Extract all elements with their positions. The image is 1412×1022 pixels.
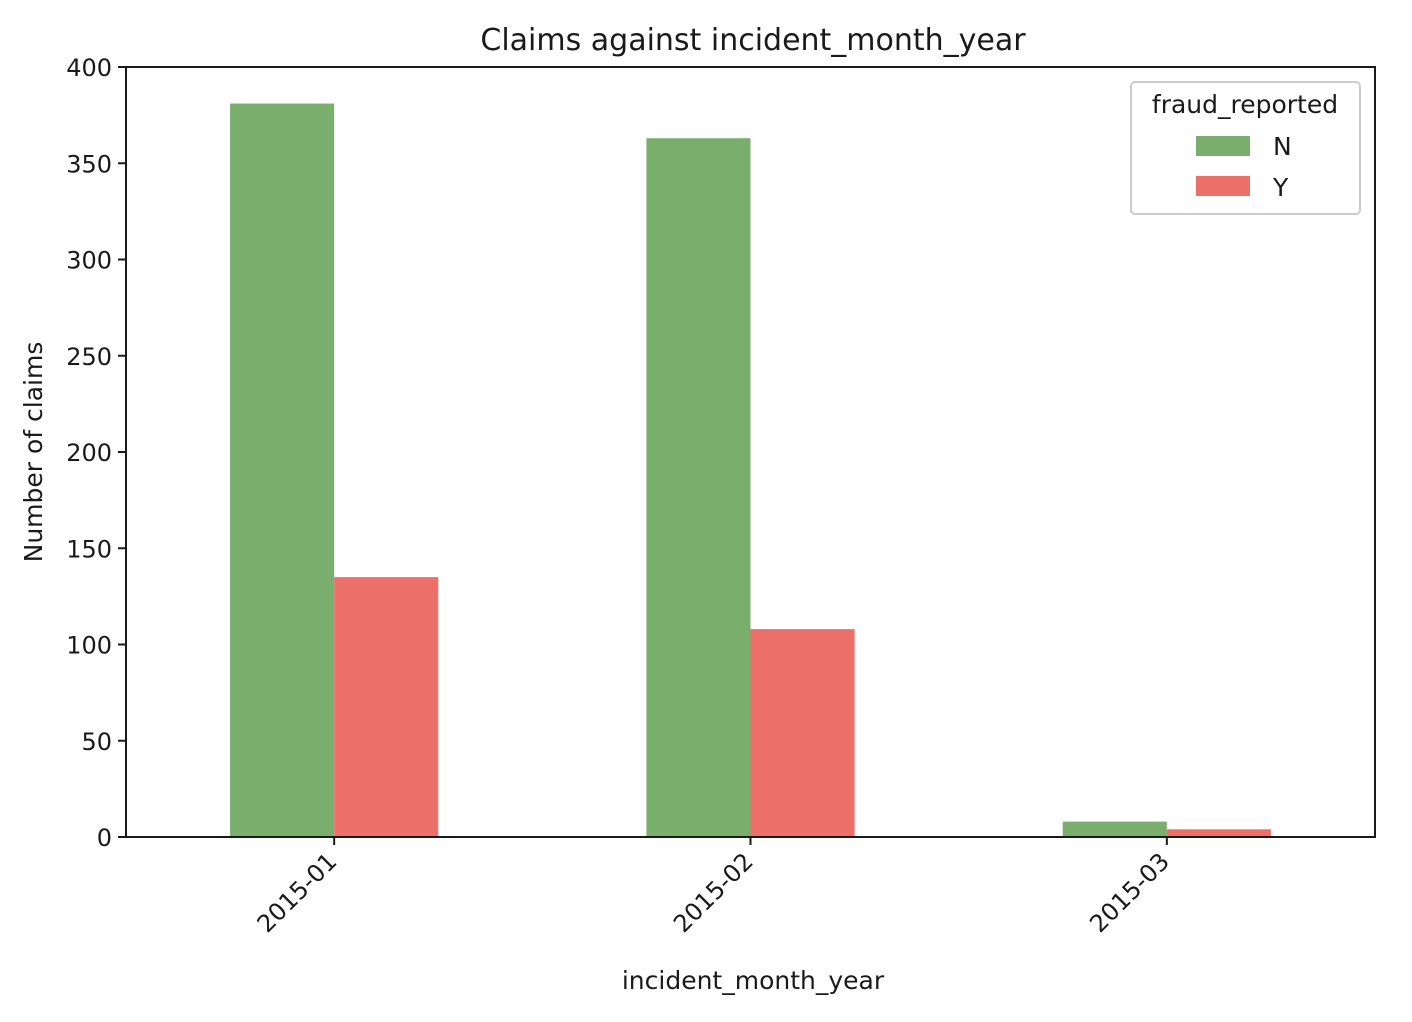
legend-swatch-y <box>1196 176 1250 196</box>
x-tick-label: 2015-01 <box>252 847 343 938</box>
bar-2015-01-Y <box>334 577 439 837</box>
bars-group <box>230 103 1271 838</box>
x-tick-label: 2015-03 <box>1084 847 1175 938</box>
bar-2015-02-Y <box>750 629 855 837</box>
y-tick-label: 0 <box>97 824 112 852</box>
chart-title: Claims against incident_month_year <box>480 23 1026 58</box>
x-axis: 2015-01 2015-02 2015-03 <box>252 837 1175 938</box>
y-axis: 0 50 100 150 200 250 300 350 400 <box>66 54 126 852</box>
y-tick-label: 350 <box>66 150 112 178</box>
y-tick-label: 200 <box>66 439 112 467</box>
y-tick-label: 300 <box>66 247 112 275</box>
legend-swatch-n <box>1196 136 1250 156</box>
legend-title: fraud_reported <box>1152 90 1338 119</box>
legend-label-n: N <box>1273 132 1292 161</box>
y-tick-label: 400 <box>66 54 112 82</box>
bar-2015-02-N <box>646 138 751 838</box>
bar-2015-03-Y <box>1166 829 1271 837</box>
x-axis-title: incident_month_year <box>622 966 885 995</box>
legend: fraud_reported N Y <box>1130 81 1361 215</box>
bar-2015-03-N <box>1062 821 1167 837</box>
x-tick-label: 2015-02 <box>668 847 759 938</box>
y-tick-label: 50 <box>81 728 112 756</box>
y-tick-label: 100 <box>66 632 112 660</box>
legend-label-y: Y <box>1272 173 1289 202</box>
y-tick-label: 250 <box>66 343 112 371</box>
bar-2015-01-N <box>230 103 335 837</box>
y-axis-title: Number of claims <box>19 342 48 563</box>
y-tick-label: 150 <box>66 535 112 563</box>
